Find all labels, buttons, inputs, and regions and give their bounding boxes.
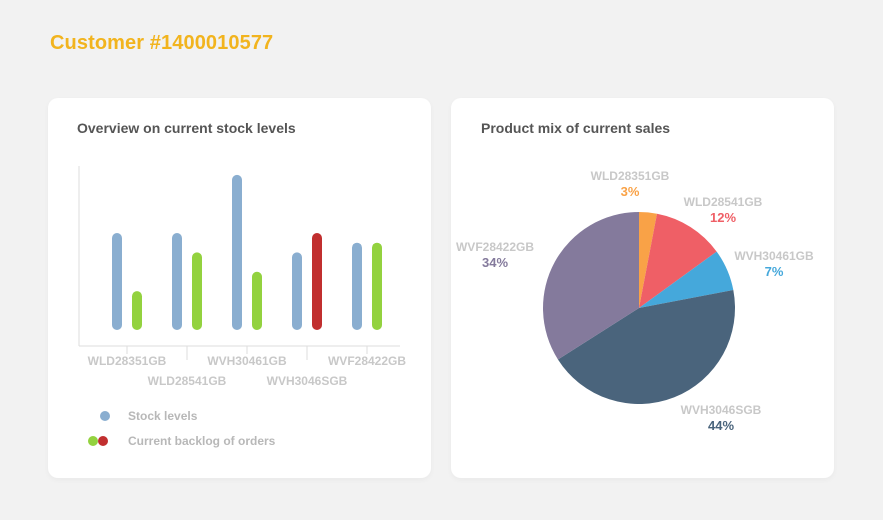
pie-slice-label: WVH3046SGB: [681, 403, 762, 417]
stock-bar-wld28541gb: [172, 233, 182, 330]
backlog-bar-wvh3046sgb: [312, 233, 322, 330]
pie-slice-percent: 34%: [482, 255, 508, 270]
x-tick-label: WVH3046SGB: [267, 374, 348, 388]
pie-slice-wvf28422gb: [543, 212, 639, 360]
product-mix-card: Product mix of current sales WLD28351GB 3…: [451, 98, 834, 478]
x-tick-label: WLD28351GB: [88, 354, 167, 368]
pie-slice-percent: 7%: [765, 264, 784, 279]
backlog-bar-wvf28422gb: [372, 242, 382, 330]
backlog-bar-wvh30461gb: [252, 271, 262, 330]
pie-slice-wvh3046sgb: [557, 290, 735, 405]
stock-bar-wvh30461gb: [232, 174, 242, 330]
pie-slice-percent: 3%: [621, 184, 640, 199]
legend-label-stock: Stock levels: [128, 409, 198, 423]
stock-bar-wvh3046sgb: [292, 252, 302, 330]
legend-label-backlog: Current backlog of orders: [128, 434, 276, 448]
x-tick-label: WVH30461GB: [207, 354, 287, 368]
stock-bar-wvf28422gb: [352, 242, 362, 330]
pie-slice-wvh30461gb: [639, 251, 734, 308]
legend-item-backlog: Current backlog of orders: [88, 434, 275, 448]
backlog-bar-wld28541gb: [192, 252, 202, 330]
stock-legend-dot: [100, 411, 110, 421]
pie-chart-title: Product mix of current sales: [481, 120, 671, 136]
legend-item-stock: Stock levels: [100, 409, 197, 423]
stock-levels-card: Overview on current stock levels WLD2835…: [48, 98, 431, 478]
pie-slice-label: WVH30461GB: [734, 249, 814, 263]
stock-bar-wld28351gb: [112, 233, 122, 330]
pie-slice-label: WLD28541GB: [684, 195, 763, 209]
bar-chart-title: Overview on current stock levels: [77, 120, 296, 136]
pie-slice-wld28351gb: [639, 212, 657, 308]
pie-slice-label: WLD28351GB: [591, 169, 670, 183]
backlog-legend-dot: [88, 436, 98, 446]
pie-slice-percent: 12%: [710, 210, 736, 225]
pie-slice-wld28541gb: [639, 213, 717, 308]
x-tick-label: WLD28541GB: [148, 374, 227, 388]
backlog-bar-wld28351gb: [132, 291, 142, 330]
backlog-alert-legend-dot: [98, 436, 108, 446]
pie-slice-percent: 44%: [708, 418, 734, 433]
pie-slice-label: WVF28422GB: [456, 240, 534, 254]
page-title: Customer #1400010577: [50, 32, 274, 54]
x-tick-label: WVF28422GB: [328, 354, 406, 368]
bar-chart: WLD28351GB WLD28541GB WVH30461GB WVH3046SGB…: [78, 166, 406, 388]
